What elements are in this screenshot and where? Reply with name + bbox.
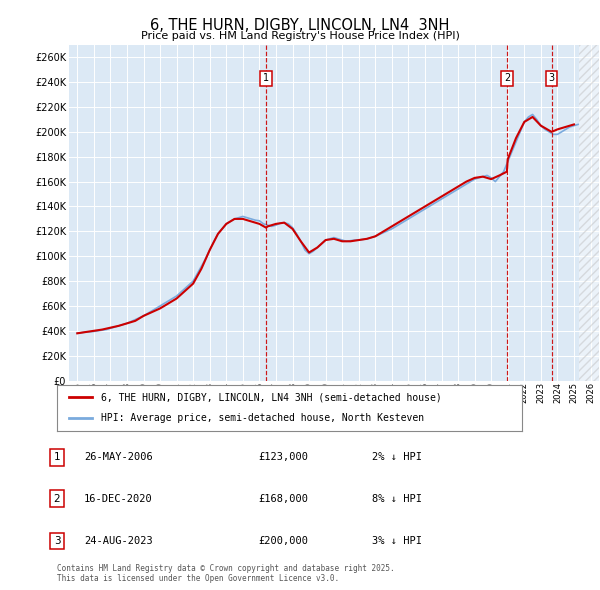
Text: 2% ↓ HPI: 2% ↓ HPI bbox=[372, 453, 422, 462]
Text: £168,000: £168,000 bbox=[258, 494, 308, 503]
Text: £123,000: £123,000 bbox=[258, 453, 308, 462]
Text: 2: 2 bbox=[53, 494, 61, 503]
Text: 1: 1 bbox=[263, 73, 269, 83]
Bar bbox=[579, 45, 599, 381]
Text: 3: 3 bbox=[548, 73, 554, 83]
Text: 8% ↓ HPI: 8% ↓ HPI bbox=[372, 494, 422, 503]
Text: HPI: Average price, semi-detached house, North Kesteven: HPI: Average price, semi-detached house,… bbox=[101, 413, 424, 423]
Text: 6, THE HURN, DIGBY, LINCOLN, LN4  3NH: 6, THE HURN, DIGBY, LINCOLN, LN4 3NH bbox=[151, 18, 449, 32]
Text: Price paid vs. HM Land Registry's House Price Index (HPI): Price paid vs. HM Land Registry's House … bbox=[140, 31, 460, 41]
Text: 6, THE HURN, DIGBY, LINCOLN, LN4 3NH (semi-detached house): 6, THE HURN, DIGBY, LINCOLN, LN4 3NH (se… bbox=[101, 392, 442, 402]
Text: Contains HM Land Registry data © Crown copyright and database right 2025.
This d: Contains HM Land Registry data © Crown c… bbox=[57, 563, 395, 583]
Text: 3: 3 bbox=[53, 536, 61, 546]
Text: 16-DEC-2020: 16-DEC-2020 bbox=[84, 494, 153, 503]
Text: 3% ↓ HPI: 3% ↓ HPI bbox=[372, 536, 422, 546]
Text: 26-MAY-2006: 26-MAY-2006 bbox=[84, 453, 153, 462]
Text: £200,000: £200,000 bbox=[258, 536, 308, 546]
Text: 1: 1 bbox=[53, 453, 61, 462]
Text: 2: 2 bbox=[504, 73, 510, 83]
Text: 24-AUG-2023: 24-AUG-2023 bbox=[84, 536, 153, 546]
